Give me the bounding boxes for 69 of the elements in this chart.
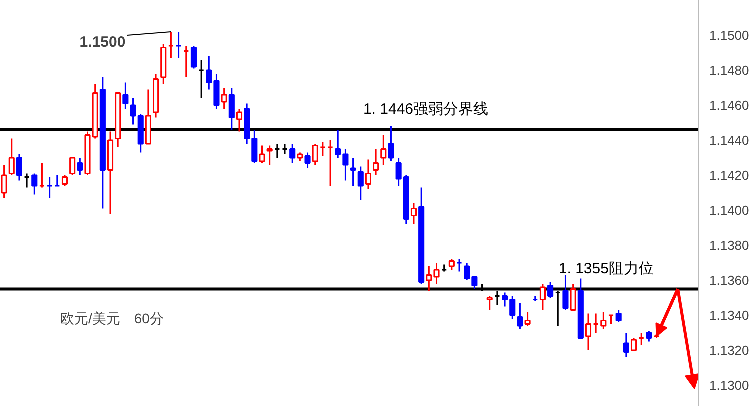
candlestick — [198, 59, 205, 100]
candlestick — [448, 258, 455, 271]
y-tick-label: 1.1420 — [710, 168, 750, 183]
y-tick-label: 1.1440 — [710, 133, 750, 148]
candlestick — [373, 148, 380, 176]
y-tick-label: 1.1360 — [710, 273, 750, 288]
candlestick — [410, 202, 418, 226]
ref-line-label: 1. 1355阻力位 — [558, 260, 654, 278]
y-tick-label: 1.1380 — [710, 238, 750, 253]
candlestick — [358, 166, 364, 201]
candlestick — [486, 296, 493, 311]
candlestick — [16, 154, 22, 182]
candlestick — [365, 159, 372, 190]
candlestick — [290, 143, 296, 164]
candlestick — [259, 145, 266, 164]
candlestick — [190, 45, 197, 70]
candlestick — [266, 145, 273, 166]
y-tick-label: 1.1300 — [710, 378, 750, 393]
candlestick — [548, 282, 554, 299]
candlestick — [312, 143, 318, 166]
candlestick — [32, 173, 38, 196]
candlestick — [646, 330, 652, 342]
y-tick-label: 1.1320 — [710, 343, 750, 358]
candlestick — [380, 134, 387, 166]
annotation: 欧元/美元 60分 — [60, 310, 164, 326]
candlestick — [8, 138, 15, 176]
candlestick — [517, 302, 524, 330]
candlestick — [62, 174, 68, 187]
candlestick — [593, 313, 600, 334]
candlestick — [274, 143, 280, 159]
candlestick — [623, 332, 630, 358]
candlestick — [524, 311, 531, 327]
candlestick — [600, 311, 607, 330]
candlestick — [228, 87, 235, 131]
candlestick — [630, 338, 638, 352]
candlestick — [183, 45, 190, 78]
ref-line-label: 1. 1446强弱分界线 — [363, 101, 489, 118]
annotation: 1.1500 — [80, 34, 126, 51]
candlestick — [221, 87, 228, 110]
candlestick — [570, 283, 576, 311]
candlestick — [54, 174, 60, 187]
candlestick — [638, 332, 645, 346]
candlestick — [608, 314, 614, 325]
candlestick — [70, 157, 76, 176]
candlestick — [585, 313, 592, 352]
candlestick — [46, 176, 53, 199]
candlestick — [122, 82, 129, 110]
candlestick — [1, 164, 8, 199]
candlestick — [39, 162, 46, 188]
y-tick-label: 1.1500 — [710, 28, 750, 43]
y-tick-label: 1.1460 — [710, 98, 750, 113]
candlestick — [350, 157, 356, 187]
candlestick — [24, 173, 30, 188]
candlestick — [77, 157, 84, 176]
y-tick-label: 1.1480 — [710, 63, 750, 78]
candlestick — [304, 152, 311, 170]
candlestick — [176, 31, 182, 59]
candlestick — [456, 258, 463, 272]
candlestick — [540, 283, 546, 311]
candlestick — [388, 126, 394, 162]
candlestick — [236, 108, 243, 132]
candlestick — [320, 142, 326, 157]
y-tick-label: 1.1400 — [710, 203, 750, 218]
candlestick — [616, 310, 622, 324]
candlestick — [562, 274, 569, 311]
y-tick-label: 1.1340 — [710, 308, 750, 323]
candlestick — [328, 140, 334, 187]
candlestick — [282, 143, 288, 156]
candlestick — [168, 31, 174, 59]
